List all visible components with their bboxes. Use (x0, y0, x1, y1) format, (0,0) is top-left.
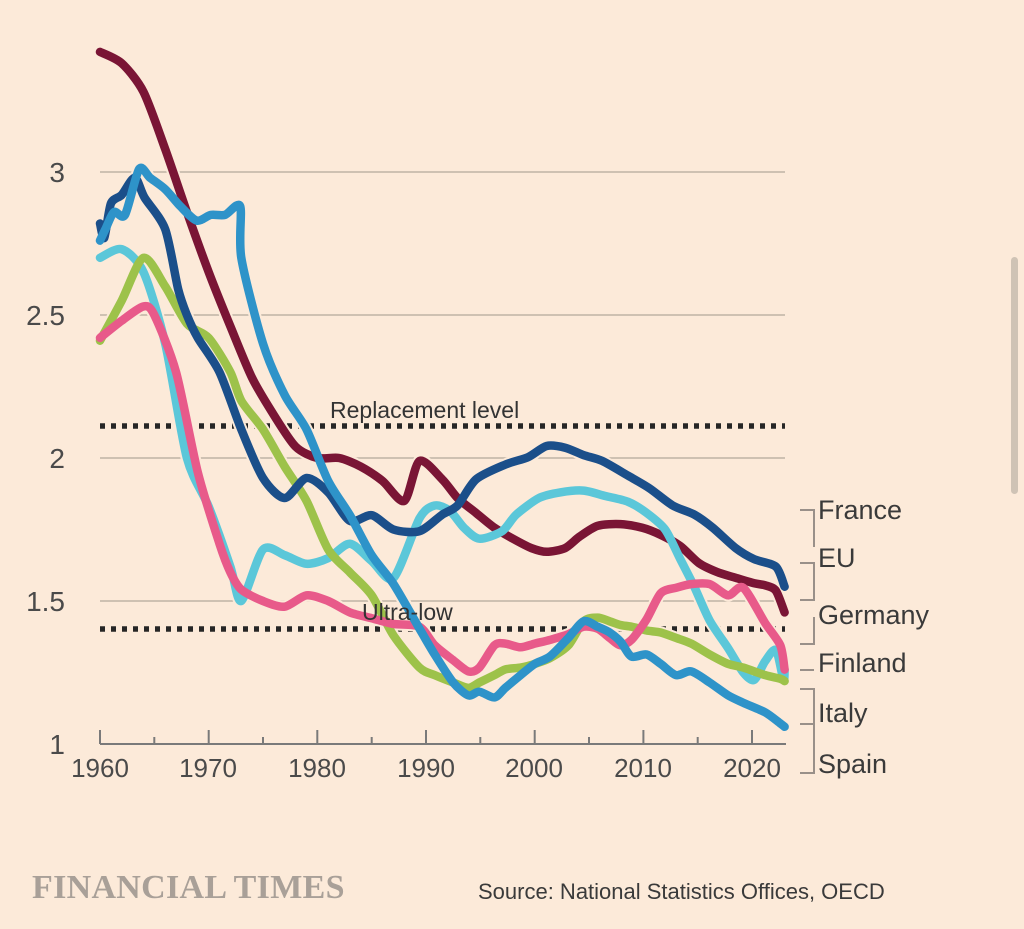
svg-text:Replacement level: Replacement level (330, 397, 519, 423)
svg-text:Ultra-low: Ultra-low (362, 599, 453, 625)
